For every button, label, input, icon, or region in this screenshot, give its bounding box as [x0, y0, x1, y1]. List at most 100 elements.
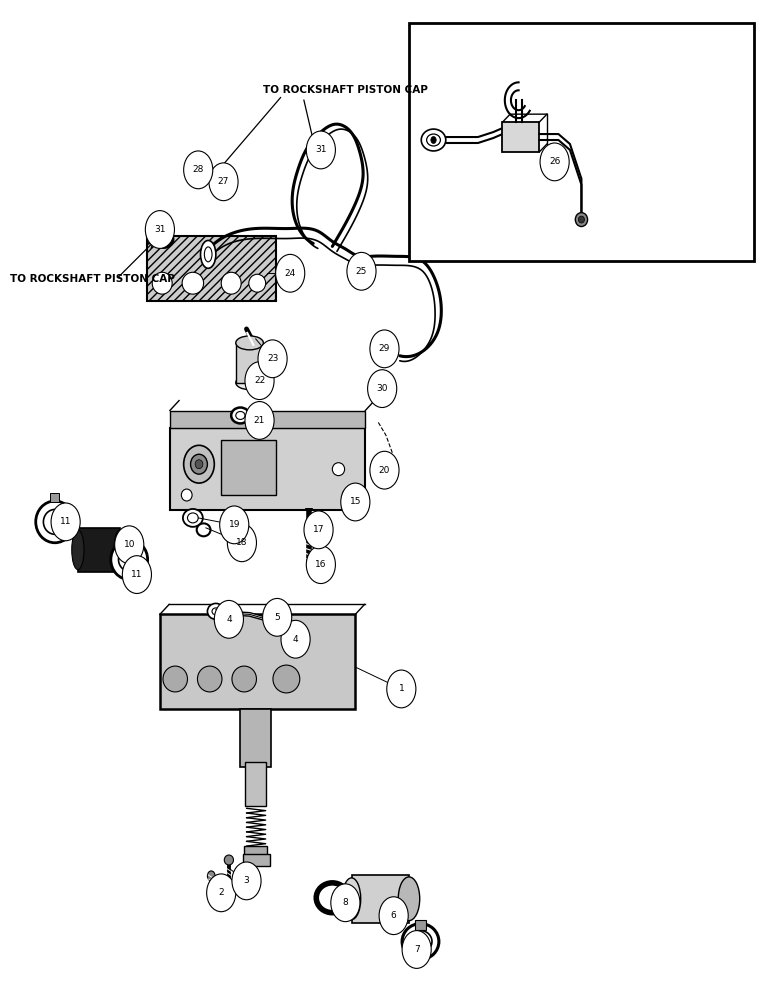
- Circle shape: [145, 211, 174, 248]
- Circle shape: [207, 874, 235, 912]
- Text: 4: 4: [226, 615, 232, 624]
- Text: 4: 4: [293, 635, 298, 644]
- Circle shape: [258, 340, 287, 378]
- Circle shape: [304, 511, 333, 549]
- Ellipse shape: [198, 666, 222, 692]
- Text: 29: 29: [379, 344, 390, 353]
- Ellipse shape: [196, 155, 202, 162]
- Text: 27: 27: [218, 177, 229, 186]
- Bar: [245, 762, 266, 806]
- Ellipse shape: [43, 509, 66, 534]
- Text: 11: 11: [60, 517, 71, 526]
- Ellipse shape: [205, 247, 212, 262]
- Ellipse shape: [342, 489, 353, 501]
- Ellipse shape: [235, 411, 245, 419]
- Circle shape: [306, 131, 335, 169]
- Ellipse shape: [232, 666, 256, 692]
- Circle shape: [262, 598, 292, 636]
- Circle shape: [367, 370, 397, 408]
- Ellipse shape: [154, 232, 173, 247]
- Ellipse shape: [310, 152, 321, 164]
- Bar: [235, 343, 263, 383]
- Ellipse shape: [225, 855, 233, 865]
- Ellipse shape: [281, 624, 289, 631]
- Ellipse shape: [208, 170, 224, 185]
- Text: 3: 3: [244, 876, 249, 885]
- Circle shape: [209, 163, 238, 201]
- Text: 23: 23: [267, 354, 278, 363]
- Circle shape: [227, 524, 256, 562]
- Circle shape: [51, 503, 80, 541]
- Circle shape: [276, 254, 305, 292]
- Bar: [170, 428, 365, 510]
- Ellipse shape: [208, 603, 225, 619]
- Circle shape: [331, 884, 360, 922]
- Text: 2: 2: [218, 888, 224, 897]
- Ellipse shape: [249, 274, 266, 292]
- Text: 7: 7: [414, 945, 419, 954]
- Ellipse shape: [427, 134, 440, 146]
- Ellipse shape: [381, 379, 388, 386]
- Bar: [415, 920, 426, 930]
- Ellipse shape: [575, 213, 587, 227]
- Ellipse shape: [181, 489, 192, 501]
- Ellipse shape: [72, 530, 84, 570]
- Ellipse shape: [398, 877, 420, 921]
- Bar: [244, 846, 267, 856]
- Circle shape: [220, 506, 249, 544]
- Bar: [409, 23, 754, 261]
- Circle shape: [306, 546, 335, 584]
- Text: 25: 25: [356, 267, 367, 276]
- Text: 11: 11: [131, 570, 143, 579]
- Ellipse shape: [163, 666, 188, 692]
- Text: 30: 30: [377, 384, 388, 393]
- Ellipse shape: [377, 334, 395, 356]
- Circle shape: [370, 330, 399, 368]
- Text: TO ROCKSHAFT PISTON CAP: TO ROCKSHAFT PISTON CAP: [11, 274, 175, 284]
- Ellipse shape: [36, 501, 74, 543]
- Ellipse shape: [197, 523, 211, 536]
- Circle shape: [370, 451, 399, 489]
- Circle shape: [215, 600, 243, 638]
- Text: 1: 1: [398, 684, 405, 693]
- Ellipse shape: [376, 461, 384, 469]
- Text: 28: 28: [192, 165, 204, 174]
- Circle shape: [245, 402, 274, 439]
- Ellipse shape: [195, 460, 203, 469]
- Circle shape: [347, 252, 376, 290]
- Text: 22: 22: [254, 376, 265, 385]
- Ellipse shape: [377, 376, 392, 390]
- Ellipse shape: [216, 609, 226, 621]
- Bar: [351, 875, 409, 923]
- Circle shape: [115, 526, 144, 564]
- Circle shape: [402, 931, 432, 968]
- Text: 8: 8: [343, 898, 348, 907]
- Text: 17: 17: [313, 525, 324, 534]
- Ellipse shape: [183, 509, 203, 527]
- Ellipse shape: [188, 513, 198, 523]
- Text: 18: 18: [236, 538, 248, 547]
- Ellipse shape: [208, 871, 215, 881]
- Text: 19: 19: [229, 520, 240, 529]
- Ellipse shape: [212, 174, 220, 182]
- Text: 20: 20: [379, 466, 390, 475]
- Text: 16: 16: [315, 560, 327, 569]
- Ellipse shape: [402, 924, 439, 959]
- Ellipse shape: [235, 376, 263, 390]
- Circle shape: [540, 143, 569, 181]
- Ellipse shape: [409, 931, 432, 952]
- Ellipse shape: [422, 129, 445, 151]
- Ellipse shape: [222, 272, 241, 294]
- Circle shape: [340, 483, 370, 521]
- Text: 24: 24: [285, 269, 296, 278]
- Ellipse shape: [381, 339, 391, 350]
- Circle shape: [184, 151, 213, 189]
- Ellipse shape: [111, 540, 147, 580]
- Text: 5: 5: [274, 613, 280, 622]
- Ellipse shape: [152, 272, 172, 294]
- Circle shape: [232, 862, 261, 900]
- Ellipse shape: [235, 336, 263, 350]
- Ellipse shape: [231, 408, 249, 423]
- Ellipse shape: [114, 530, 126, 570]
- Bar: [222, 440, 276, 495]
